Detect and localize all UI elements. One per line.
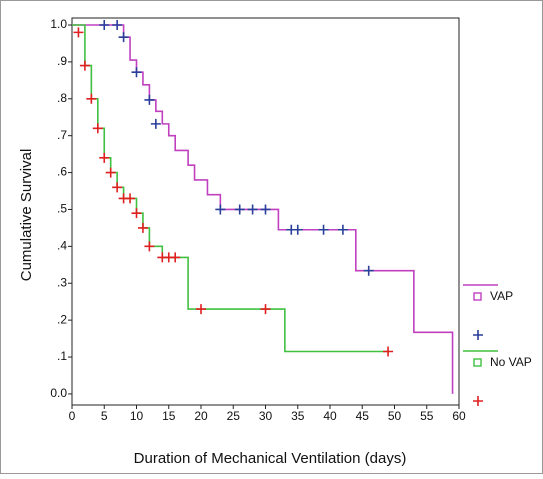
y-tick-label: .8	[57, 91, 67, 105]
censor-mark	[118, 32, 129, 43]
censor-mark	[144, 94, 155, 105]
x-tick-label: 0	[69, 409, 76, 423]
x-axis-label: Duration of Mechanical Ventilation (days…	[134, 450, 407, 467]
censor-mark	[150, 118, 161, 129]
censor-mark	[260, 304, 271, 315]
censor-mark	[73, 27, 84, 38]
legend-censor	[473, 330, 483, 340]
legend-label: VAP	[490, 289, 513, 303]
x-tick-label: 30	[259, 409, 273, 423]
x-tick-label: 40	[323, 409, 337, 423]
y-tick-label: .7	[57, 128, 67, 142]
legend-label: No VAP	[490, 355, 532, 369]
censor-mark	[170, 252, 181, 263]
legend-censor	[473, 396, 483, 406]
x-tick-label: 50	[388, 409, 402, 423]
censor-mark	[86, 93, 97, 104]
y-tick-label: 0.0	[50, 386, 67, 400]
x-tick-label: 55	[420, 409, 434, 423]
censor-mark	[292, 224, 303, 235]
censor-mark	[363, 265, 374, 276]
y-tick-label: .5	[57, 202, 67, 216]
y-tick-label: .2	[57, 312, 67, 326]
legend-swatch	[473, 292, 482, 301]
censor-mark	[234, 204, 245, 215]
x-tick-label: 45	[356, 409, 370, 423]
censor-mark	[99, 152, 110, 163]
y-tick-label: .3	[57, 275, 67, 289]
y-tick-label: 1.0	[50, 17, 67, 31]
censor-mark	[383, 346, 394, 357]
censor-mark	[92, 123, 103, 134]
censor-mark	[131, 67, 142, 78]
y-tick-label: .1	[57, 349, 67, 363]
x-tick-label: 20	[194, 409, 208, 423]
x-tick-label: 35	[291, 409, 305, 423]
legend-swatch	[473, 358, 482, 367]
censor-mark	[196, 304, 206, 315]
censor-mark	[125, 193, 136, 204]
censor-mark	[137, 222, 148, 233]
censor-mark	[144, 241, 155, 252]
y-axis-label: Cumulative Survival	[18, 149, 35, 282]
censor-mark	[105, 167, 116, 178]
censor-mark	[337, 224, 348, 235]
x-tick-label: 25	[227, 409, 241, 423]
x-tick-label: 10	[130, 409, 144, 423]
censor-mark	[112, 20, 123, 30]
y-tick-label: .6	[57, 165, 67, 179]
y-tick-label: .4	[57, 239, 67, 253]
censor-mark	[247, 204, 258, 215]
censor-mark	[99, 20, 110, 30]
x-tick-label: 60	[452, 409, 466, 423]
censor-mark	[131, 208, 142, 219]
censor-mark	[112, 182, 123, 193]
censor-mark	[79, 60, 90, 71]
x-tick-label: 5	[101, 409, 108, 423]
censor-mark	[260, 204, 271, 215]
y-tick-label: .9	[57, 54, 67, 68]
censor-mark	[215, 204, 226, 215]
censor-mark	[318, 224, 329, 235]
x-tick-label: 15	[162, 409, 176, 423]
